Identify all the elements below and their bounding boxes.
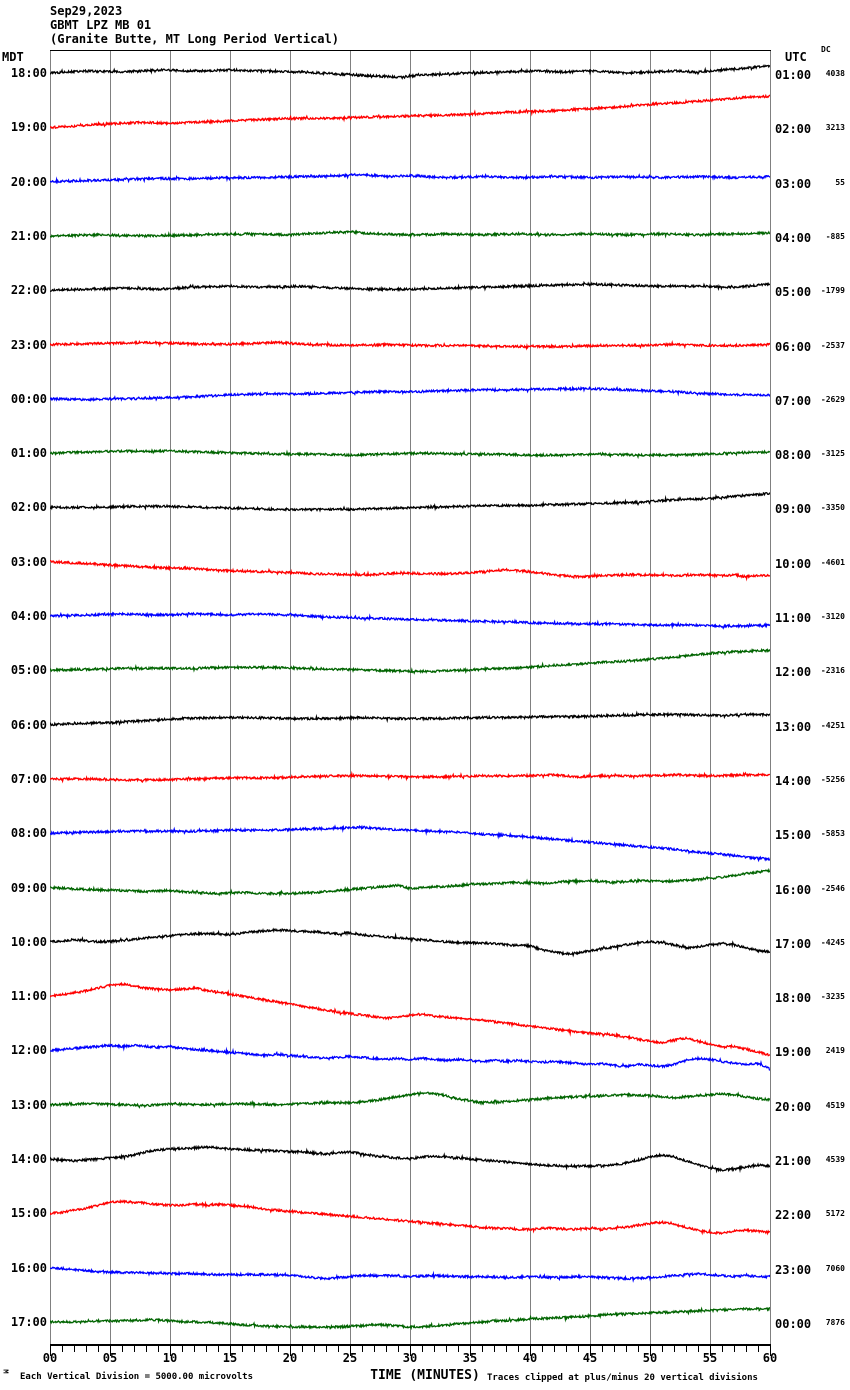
utc-hour-label: 00:00 — [775, 1316, 812, 1331]
mdt-hour-label: 22:00 — [10, 283, 47, 298]
dc-column-header: DC — [821, 45, 831, 54]
mdt-hour-label: 06:00 — [10, 717, 47, 732]
left-axis-header: MDT — [2, 50, 24, 64]
right-axis-header: UTC — [785, 50, 807, 64]
utc-hour-label: 22:00 — [775, 1208, 812, 1223]
dc-value: -3125 — [820, 449, 845, 459]
x-axis-title: TIME (MINUTES) — [370, 1368, 480, 1383]
corner-mark: M — [1, 1369, 10, 1374]
dc-value: -885 — [825, 231, 845, 241]
mdt-hour-label: 14:00 — [10, 1152, 47, 1166]
utc-hour-label: 20:00 — [775, 1099, 812, 1114]
utc-hour-label: 15:00 — [775, 828, 812, 843]
dc-value: -3120 — [820, 612, 845, 621]
mdt-hour-label: 18:00 — [10, 66, 47, 80]
mdt-hour-label: 13:00 — [10, 1097, 47, 1112]
mdt-hour-label: 07:00 — [10, 771, 47, 786]
utc-hour-label: 11:00 — [775, 611, 812, 625]
dc-value: 7060 — [825, 1263, 845, 1273]
mdt-hour-label: 05:00 — [10, 663, 47, 678]
mdt-hour-label: 17:00 — [10, 1314, 47, 1329]
mdt-hour-label: 04:00 — [10, 609, 47, 623]
x-tick-label: 55 — [702, 1351, 718, 1365]
x-tick-label: 05 — [102, 1351, 118, 1365]
utc-hour-label: 08:00 — [775, 448, 812, 463]
x-tick-label: 45 — [582, 1351, 598, 1365]
utc-hour-label: 14:00 — [775, 773, 812, 788]
utc-hour-label: 01:00 — [775, 68, 812, 82]
utc-hour-label: 16:00 — [775, 882, 812, 897]
mdt-hour-label: 19:00 — [10, 120, 47, 135]
utc-hour-label: 02:00 — [775, 122, 812, 137]
x-tick-label: 40 — [522, 1351, 538, 1365]
mdt-hour-label: 12:00 — [10, 1043, 47, 1058]
x-tick-label: 25 — [342, 1351, 358, 1365]
mdt-hour-label: 08:00 — [10, 826, 47, 841]
utc-hour-label: 10:00 — [775, 556, 812, 571]
x-tick-label: 35 — [462, 1351, 478, 1365]
mdt-hour-label: 03:00 — [10, 554, 47, 569]
mdt-hour-label: 11:00 — [10, 989, 47, 1004]
dc-value: -2546 — [820, 883, 845, 893]
mdt-hour-label: 01:00 — [10, 446, 47, 461]
utc-hour-label: 19:00 — [775, 1045, 812, 1060]
footer-left-note: Each Vertical Division = 5000.00 microvo… — [20, 1372, 253, 1382]
dc-value: -3350 — [820, 503, 845, 513]
dc-value: -1799 — [820, 286, 845, 296]
utc-hour-label: 12:00 — [775, 665, 812, 680]
utc-hour-label: 21:00 — [775, 1154, 812, 1168]
title-station: GBMT LPZ MB 01 — [50, 18, 152, 32]
dc-value: 4539 — [825, 1155, 845, 1164]
utc-hour-label: 18:00 — [775, 991, 812, 1006]
dc-value: -4251 — [820, 720, 845, 730]
dc-value: 2419 — [825, 1046, 845, 1056]
x-tick-label: 30 — [402, 1351, 418, 1365]
utc-hour-label: 03:00 — [775, 176, 812, 191]
utc-hour-label: 04:00 — [775, 230, 812, 245]
dc-value: -3235 — [820, 992, 845, 1002]
mdt-hour-label: 21:00 — [10, 228, 47, 243]
dc-value: -2316 — [820, 666, 845, 676]
title-date: Sep29,2023 — [50, 4, 123, 18]
mdt-hour-label: 20:00 — [10, 174, 47, 189]
x-tick-label: 50 — [642, 1351, 658, 1365]
utc-hour-label: 07:00 — [775, 393, 812, 408]
x-tick-label: 15 — [222, 1351, 238, 1365]
mdt-hour-label: 02:00 — [10, 500, 47, 515]
dc-value: -2537 — [820, 340, 845, 350]
mdt-hour-label: 10:00 — [10, 934, 47, 949]
utc-hour-label: 13:00 — [775, 719, 812, 734]
utc-hour-label: 23:00 — [775, 1262, 812, 1277]
utc-hour-label: 06:00 — [775, 339, 812, 354]
dc-value: 3213 — [825, 123, 845, 133]
dc-value: -2629 — [820, 394, 845, 404]
x-tick-label: 60 — [762, 1351, 778, 1365]
utc-hour-label: 17:00 — [775, 936, 812, 951]
utc-hour-label: 05:00 — [775, 285, 812, 300]
mdt-hour-label: 00:00 — [10, 391, 47, 406]
mdt-hour-label: 09:00 — [10, 880, 47, 895]
dc-value: -4245 — [820, 937, 845, 947]
x-tick-label: 10 — [162, 1351, 178, 1365]
dc-value: 5172 — [825, 1209, 845, 1219]
dc-value: 7876 — [825, 1317, 845, 1327]
dc-value: -4601 — [820, 557, 845, 567]
dc-value: 55 — [835, 177, 845, 187]
dc-value: -5256 — [820, 774, 845, 784]
title-description: (Granite Butte, MT Long Period Vertical) — [50, 32, 339, 46]
dc-value: 4519 — [825, 1100, 845, 1110]
mdt-hour-label: 15:00 — [10, 1206, 47, 1221]
x-tick-label: 00 — [42, 1351, 58, 1365]
mdt-hour-label: 23:00 — [10, 337, 47, 352]
footer-right-note: Traces clipped at plus/minus 20 vertical… — [487, 1373, 758, 1383]
x-tick-label: 20 — [282, 1351, 298, 1365]
dc-value: -5853 — [820, 829, 845, 839]
utc-hour-label: 09:00 — [775, 502, 812, 517]
mdt-hour-label: 16:00 — [10, 1260, 47, 1275]
dc-value: 4038 — [825, 69, 845, 78]
